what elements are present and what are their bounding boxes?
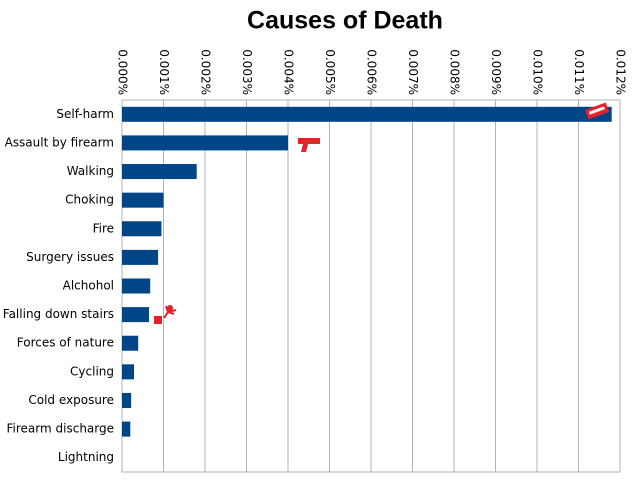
x-tick-label: 0.010% xyxy=(531,49,545,95)
y-tick-label: Cycling xyxy=(70,364,114,378)
x-tick-label: 0.009% xyxy=(489,49,503,95)
razor-slot xyxy=(588,106,605,115)
y-tick-label: Forces of nature xyxy=(17,336,114,350)
chart-title: Causes of Death xyxy=(247,7,443,35)
x-tick-label: 0.007% xyxy=(406,49,420,95)
x-tick-label: 0.001% xyxy=(157,49,171,95)
x-tick-label: 0.000% xyxy=(116,49,130,95)
bar xyxy=(122,106,612,122)
y-tick-label: Surgery issues xyxy=(26,250,114,264)
x-tick-label: 0.003% xyxy=(240,49,254,95)
gun-icon xyxy=(298,138,320,152)
y-tick-label: Alchohol xyxy=(63,279,114,293)
x-tick-label: 0.012% xyxy=(614,49,628,95)
y-tick-label: Choking xyxy=(65,193,114,207)
bar xyxy=(122,307,149,323)
bar xyxy=(122,221,162,237)
bar xyxy=(122,135,288,151)
bar xyxy=(122,392,132,408)
gun-shape xyxy=(298,138,320,152)
y-tick-label: Firearm discharge xyxy=(7,422,114,436)
bar xyxy=(122,335,139,351)
y-tick-label: Walking xyxy=(67,164,114,178)
x-tick-label: 0.005% xyxy=(323,49,337,95)
y-tick-label: Self-harm xyxy=(56,107,114,121)
bar xyxy=(122,421,131,437)
body xyxy=(163,305,177,319)
head xyxy=(167,305,173,311)
x-tick-label: 0.006% xyxy=(365,49,379,95)
x-tick-label: 0.008% xyxy=(448,49,462,95)
x-tick-label: 0.011% xyxy=(572,49,586,95)
icons xyxy=(154,102,610,324)
y-tick-label: Fire xyxy=(93,221,114,235)
bar xyxy=(122,192,164,208)
y-tick-label: Assault by firearm xyxy=(5,135,114,149)
y-tick-label: Falling down stairs xyxy=(3,307,114,321)
x-tick-label: 0.002% xyxy=(199,49,213,95)
razor-icon xyxy=(585,102,610,120)
bar xyxy=(122,249,159,265)
bar xyxy=(122,364,135,380)
bar xyxy=(122,278,151,294)
y-tick-label: Cold exposure xyxy=(28,393,114,407)
y-tick-label: Lightning xyxy=(58,450,114,464)
stair xyxy=(154,316,162,324)
bar xyxy=(122,164,197,180)
x-tick-label: 0.004% xyxy=(282,49,296,95)
fall-icon xyxy=(154,305,177,324)
